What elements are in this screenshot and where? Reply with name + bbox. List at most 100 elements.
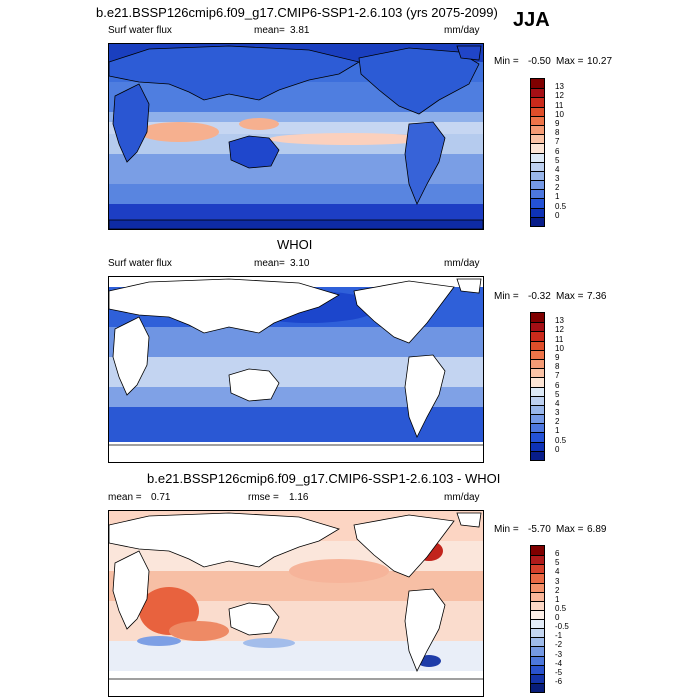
colorbar-tick-label: 3 xyxy=(555,174,560,184)
plot-title: b.e21.BSSP126cmip6.f09_g17.CMIP6-SSP1-2.… xyxy=(96,5,498,20)
colorbar-tick-label: 6 xyxy=(555,380,560,390)
min-value: -0.32 xyxy=(528,291,551,302)
colorbar-box xyxy=(531,198,544,208)
colorbar-model xyxy=(530,78,545,227)
colorbar-tick-label: -4 xyxy=(555,658,563,668)
colorbar-tick-label: 12 xyxy=(555,91,564,101)
colorbar-tick-label: -0.5 xyxy=(555,622,569,632)
colorbar-tick-label: 13 xyxy=(555,82,564,92)
colorbar-tick-label: 0.5 xyxy=(555,201,567,211)
mean-label: mean= xyxy=(254,258,285,269)
field-label: Surf water flux xyxy=(108,25,172,36)
colorbar-tick-label: -3 xyxy=(555,649,563,659)
map-obs xyxy=(108,276,484,463)
panel-title: b.e21.BSSP126cmip6.f09_g17.CMIP6-SSP1-2.… xyxy=(147,471,501,486)
max-label: Max = xyxy=(556,56,584,67)
colorbar-box xyxy=(531,450,544,460)
colorbar-box xyxy=(531,386,544,396)
colorbar-tick-label: -5 xyxy=(555,667,563,677)
colorbar-box xyxy=(531,124,544,135)
colorbar-tick-label: 4 xyxy=(555,567,560,577)
colorbar-box xyxy=(531,313,544,323)
colorbar-box xyxy=(531,358,544,369)
units-label: mm/day xyxy=(444,492,480,503)
min-label: Min = xyxy=(494,291,519,302)
panel-title: WHOI xyxy=(277,237,313,252)
colorbar-box xyxy=(531,377,544,387)
min-label: Min = xyxy=(494,524,519,535)
colorbar-tick-label: 0 xyxy=(555,210,560,220)
mean-value: 3.81 xyxy=(290,25,310,36)
map-model xyxy=(108,43,484,230)
colorbar-tick-label: 1 xyxy=(555,192,560,202)
colorbar-tick-label: -6 xyxy=(555,676,563,686)
colorbar-box xyxy=(531,664,544,674)
colorbar-box xyxy=(531,555,544,565)
rmse-value: 1.16 xyxy=(289,492,309,503)
colorbar-box xyxy=(531,331,544,341)
colorbar-box xyxy=(531,404,544,415)
colorbar-tick-label: 0 xyxy=(555,613,560,622)
map-diff xyxy=(108,510,484,697)
colorbar-box xyxy=(531,573,544,583)
colorbar-box xyxy=(531,161,544,171)
colorbar-box xyxy=(531,216,544,226)
colorbar-tick-label: 6 xyxy=(555,146,560,156)
colorbar-box xyxy=(531,423,544,433)
colorbar-box xyxy=(531,600,544,610)
colorbar-tick-label: 6 xyxy=(555,549,560,559)
colorbar-box xyxy=(531,79,544,89)
field-label: Surf water flux xyxy=(108,258,172,269)
colorbar-box xyxy=(531,170,544,181)
colorbar-box xyxy=(531,340,544,350)
max-value: 10.27 xyxy=(587,56,613,67)
mean-label: mean= xyxy=(254,25,285,36)
colorbar-tick-label: 7 xyxy=(555,137,560,147)
colorbar-box xyxy=(531,628,544,638)
colorbar-tick-label: 5 xyxy=(555,389,560,399)
min-value: -5.70 xyxy=(528,524,551,535)
colorbar-box xyxy=(531,414,544,424)
colorbar-tick-label: 11 xyxy=(555,334,564,344)
max-value: 6.89 xyxy=(587,524,607,535)
colorbar-box xyxy=(531,189,544,199)
colorbar-box xyxy=(531,207,544,217)
colorbar-tick-label: 5 xyxy=(555,558,560,568)
colorbar-box xyxy=(531,97,544,107)
colorbar-box xyxy=(531,637,544,647)
colorbar-box xyxy=(531,441,544,451)
colorbar-box xyxy=(531,619,544,629)
mean-label: mean = xyxy=(108,492,142,503)
colorbar-box xyxy=(531,646,544,656)
colorbar-box xyxy=(531,682,544,692)
colorbar-box xyxy=(531,546,544,556)
colorbar-tick-label: 3 xyxy=(555,576,560,586)
colorbar-box xyxy=(531,115,544,125)
colorbar-tick-label: 8 xyxy=(555,128,560,138)
colorbar-tick-label: 1 xyxy=(555,426,560,436)
units-label: mm/day xyxy=(444,258,480,269)
max-label: Max = xyxy=(556,524,584,535)
colorbar-box xyxy=(531,88,544,98)
colorbar-box xyxy=(531,673,544,683)
colorbar-tick-label: 3 xyxy=(555,408,560,418)
colorbar-box xyxy=(531,349,544,359)
colorbar-box xyxy=(531,322,544,332)
colorbar-tick-label: 13 xyxy=(555,316,564,326)
colorbar-tick-label: 8 xyxy=(555,362,560,372)
colorbar-tick-label: -1 xyxy=(555,631,563,641)
colorbar-tick-label: 10 xyxy=(555,109,564,119)
colorbar-tick-label: 4 xyxy=(555,164,560,174)
min-label: Min = xyxy=(494,56,519,67)
colorbar-box xyxy=(531,368,544,378)
rmse-label: rmse = xyxy=(248,492,279,503)
colorbar-tick-label: 11 xyxy=(555,100,564,110)
colorbar-tick-label: -2 xyxy=(555,640,563,650)
colorbar-tick-label: 2 xyxy=(555,585,560,595)
season-label: JJA xyxy=(513,9,550,31)
colorbar-box xyxy=(531,134,544,144)
colorbar-tick-label: 0.5 xyxy=(555,603,567,613)
colorbar-box xyxy=(531,143,544,153)
colorbar-tick-label: 9 xyxy=(555,352,560,362)
colorbar-obs xyxy=(530,312,545,461)
